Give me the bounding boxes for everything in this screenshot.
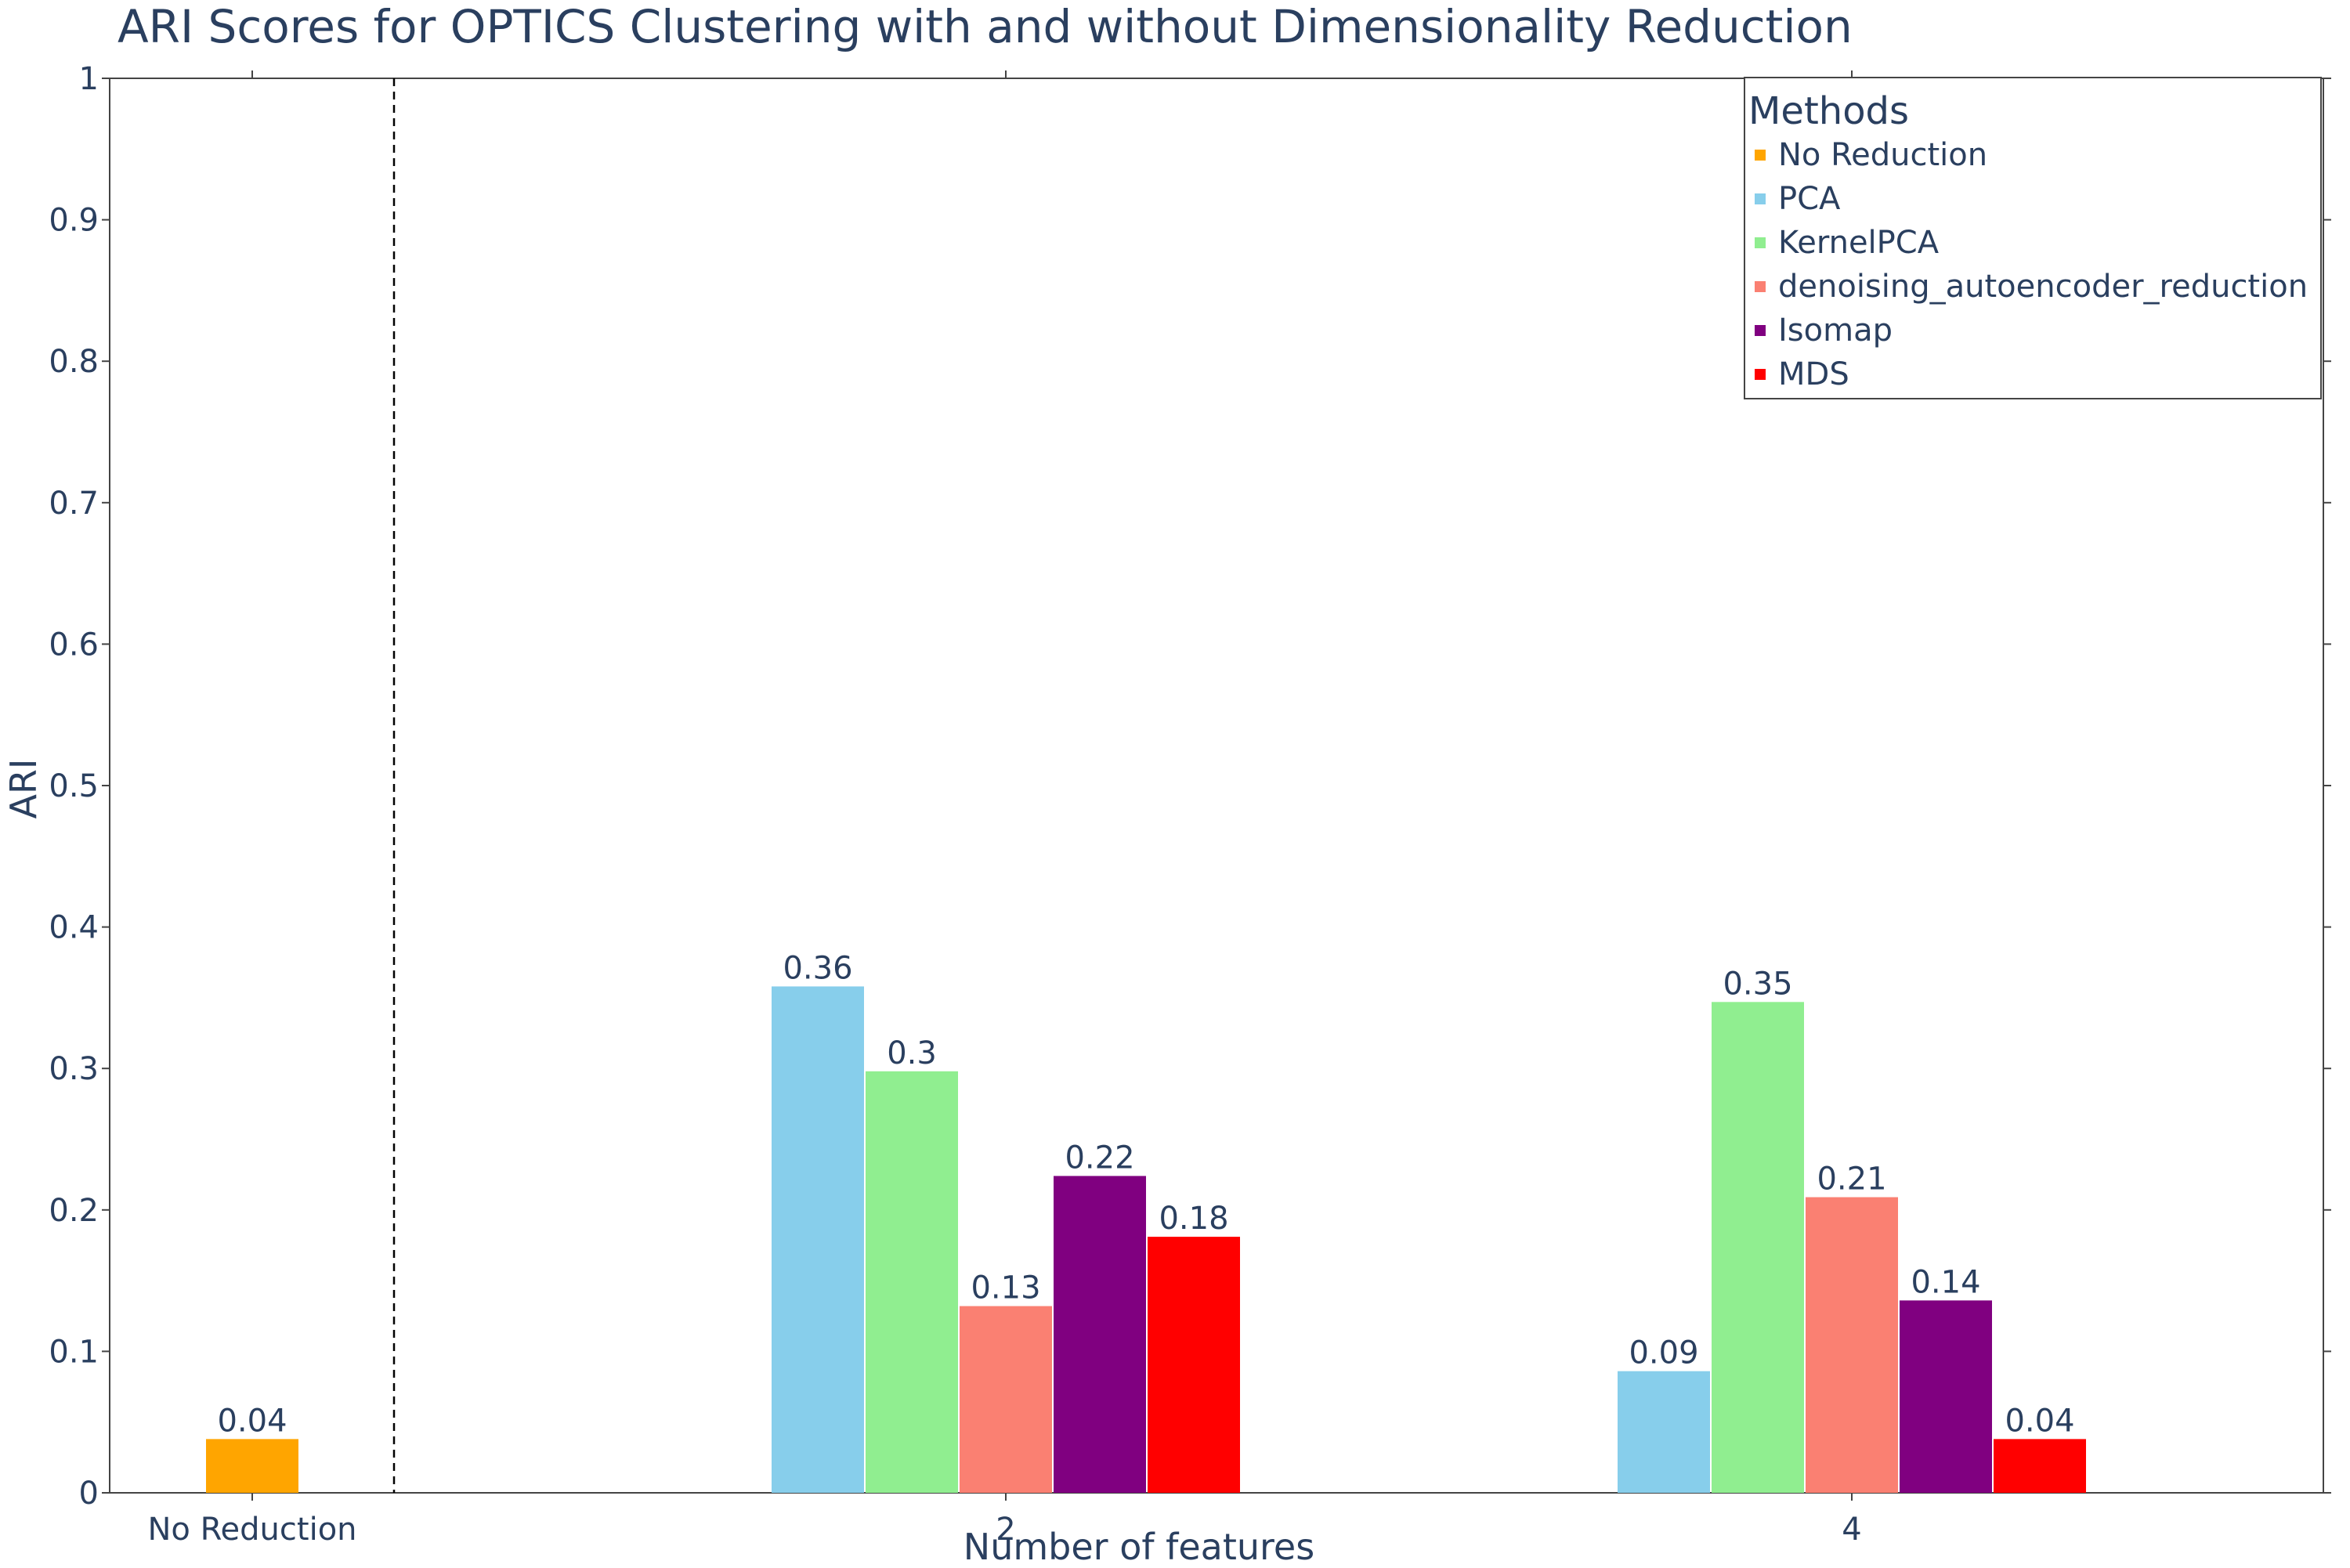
legend-label: No Reduction [1778, 137, 1988, 173]
chart-title: ARI Scores for OPTICS Clustering with an… [118, 0, 1853, 53]
y-tick-label: 0.9 [49, 203, 99, 239]
legend: Methods No Reduction PCA KernelPCA denoisin… [1744, 77, 2322, 399]
y-tick-label: 0.4 [49, 910, 99, 946]
legend-item[interactable]: Isomap [1755, 309, 1893, 352]
bar-pca [772, 986, 864, 1493]
bar-denoising-autoencoder-reduction [1806, 1197, 1898, 1493]
y-tick-label: 0.7 [49, 486, 99, 522]
bar-value-label: 0.22 [1065, 1140, 1134, 1176]
y-tick-label: 1 [79, 61, 99, 97]
legend-item[interactable]: MDS [1755, 352, 1849, 396]
legend-swatch [1755, 325, 1766, 336]
bar-pca [1618, 1371, 1710, 1493]
x-tick-label: 4 [1842, 1512, 1861, 1548]
y-tick-label: 0 [79, 1476, 99, 1512]
x-tick-label: No Reduction [147, 1512, 356, 1548]
y-tick-label: 0.6 [49, 627, 99, 663]
y-tick-label: 0.5 [49, 768, 99, 804]
bar-value-label: 0.3 [887, 1035, 937, 1071]
legend-label: KernelPCA [1778, 225, 1940, 261]
legend-item[interactable]: KernelPCA [1755, 221, 1939, 265]
legend-label: PCA [1778, 181, 1841, 217]
legend-item[interactable]: denoising_autoencoder_reduction [1755, 265, 2308, 309]
bar-isomap [1900, 1300, 1992, 1493]
bar-value-label: 0.09 [1629, 1335, 1698, 1371]
y-axis-title: ARI [2, 758, 45, 819]
legend-label: MDS [1778, 356, 1849, 392]
bar-value-label: 0.36 [783, 950, 852, 986]
legend-swatch [1755, 150, 1766, 161]
legend-item[interactable]: PCA [1755, 177, 1840, 221]
legend-item[interactable]: No Reduction [1755, 133, 1987, 177]
x-tick-label: 2 [996, 1512, 1015, 1548]
bar-value-label: 0.13 [971, 1270, 1040, 1306]
legend-label: denoising_autoencoder_reduction [1778, 269, 2308, 305]
x-axis-title: Number of features [963, 1526, 1315, 1568]
bar-value-label: 0.04 [2005, 1403, 2074, 1439]
bar-value-label: 0.14 [1911, 1264, 1980, 1300]
bar-isomap [1054, 1176, 1146, 1493]
bar-value-label: 0.35 [1723, 966, 1792, 1002]
bar-no-reduction [206, 1439, 298, 1493]
bar-value-label: 0.21 [1817, 1162, 1886, 1198]
bar-kernelpca [866, 1071, 958, 1493]
legend-swatch [1755, 369, 1766, 380]
bar-denoising-autoencoder-reduction [960, 1306, 1052, 1493]
y-tick-label: 0.1 [49, 1334, 99, 1370]
legend-swatch [1755, 281, 1766, 292]
y-tick-label: 0.8 [49, 344, 99, 380]
legend-swatch [1755, 193, 1766, 204]
bar-value-label: 0.04 [217, 1403, 287, 1439]
legend-label: Isomap [1778, 313, 1893, 349]
legend-swatch [1755, 237, 1766, 248]
legend-title: Methods [1748, 89, 1910, 133]
bar-mds [1994, 1439, 2086, 1493]
bar-kernelpca [1712, 1002, 1804, 1493]
y-tick-label: 0.2 [49, 1193, 99, 1229]
bar-value-label: 0.18 [1159, 1201, 1228, 1237]
y-tick-label: 0.3 [49, 1051, 99, 1087]
bar-mds [1148, 1237, 1240, 1493]
